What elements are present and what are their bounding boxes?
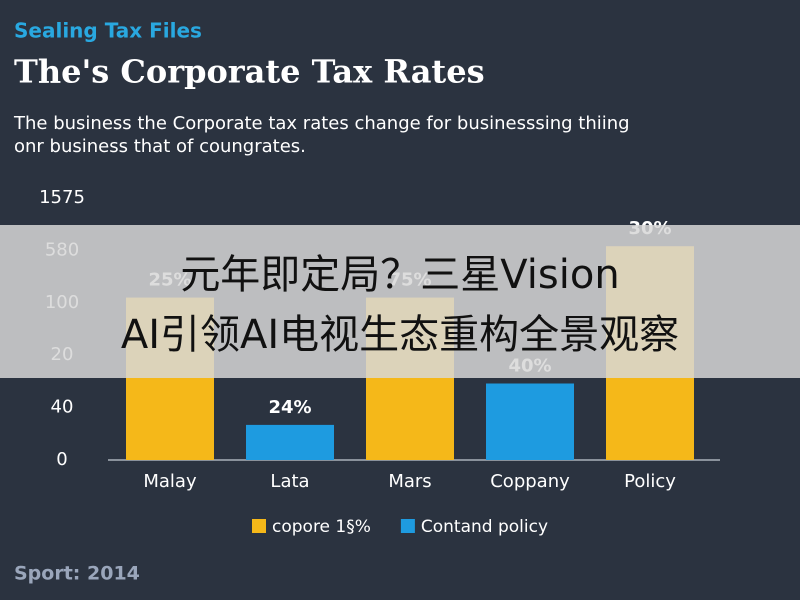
legend-swatch (252, 519, 266, 533)
kicker: Sealing Tax Files (14, 19, 202, 43)
x-tick-label: Policy (624, 471, 676, 492)
bar (246, 424, 334, 460)
footer: Sport: 2014 (14, 563, 140, 585)
subtitle: The business the Corporate tax rates cha… (13, 113, 630, 134)
legend-label: copore 1§% (272, 517, 371, 537)
bar-label: 24% (268, 397, 311, 418)
y-tick-label: 40 (51, 397, 74, 418)
x-tick-label: Malay (143, 471, 197, 492)
subtitle: onr business that of coungrates. (14, 136, 306, 157)
overlay-text: AI引领AI电视生态重构全景观察 (121, 312, 679, 358)
overlay-text: 元年即定局？三星Vision (180, 252, 619, 298)
x-tick-label: Coppany (490, 471, 570, 492)
legend-label: Contand policy (421, 517, 548, 537)
y-tick-label: 0 (56, 449, 67, 470)
x-tick-label: Lata (270, 471, 309, 492)
y-tick-label: 1575 (39, 187, 85, 208)
chart-title: The's Corporate Tax Rates (14, 53, 485, 91)
bar (486, 383, 574, 460)
overlay-band (0, 225, 800, 378)
x-tick-label: Mars (388, 471, 431, 492)
legend-swatch (400, 519, 415, 533)
